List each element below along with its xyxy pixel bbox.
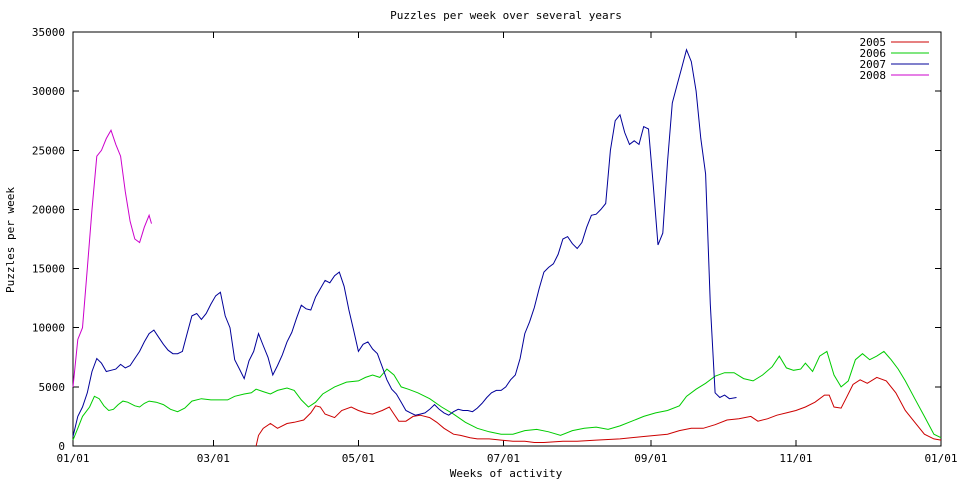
- y-tick-label: 5000: [39, 381, 66, 394]
- y-tick-label: 15000: [32, 263, 65, 276]
- series-lines: [72, 48, 942, 447]
- legend-label-2005: 2005: [860, 36, 887, 49]
- series-line-2008: [72, 128, 152, 387]
- plot-area-frame: [72, 31, 942, 447]
- y-tick-label: 30000: [32, 85, 65, 98]
- series-line-2005: [255, 376, 942, 447]
- x-tick-label: 03/01: [197, 452, 230, 465]
- y-axis-ticks: 0 5000 10000 15000 20000 25000 30000 35000: [32, 26, 941, 453]
- y-tick-label: 10000: [32, 322, 65, 335]
- x-tick-label: 05/01: [342, 452, 375, 465]
- x-tick-label: 01/01: [56, 452, 89, 465]
- x-tick-label: 07/01: [487, 452, 520, 465]
- chart-title: Puzzles per week over several years: [390, 9, 622, 22]
- y-axis-label: Puzzles per week: [4, 187, 17, 293]
- series-line-2007: [72, 48, 737, 437]
- y-tick-label: 35000: [32, 26, 65, 39]
- y-tick-label: 20000: [32, 203, 65, 216]
- legend-label-2007: 2007: [860, 58, 887, 71]
- series-line-2006: [72, 350, 942, 441]
- x-tick-label: 11/01: [779, 452, 812, 465]
- x-tick-label: 09/01: [634, 452, 667, 465]
- legend-label-2006: 2006: [860, 47, 887, 60]
- y-tick-label: 25000: [32, 144, 65, 157]
- x-axis-label: Weeks of activity: [450, 467, 563, 480]
- legend-label-2008: 2008: [860, 69, 887, 82]
- axes: [72, 31, 942, 447]
- y-tick-label: 0: [58, 440, 65, 453]
- x-axis-ticks: 01/01 03/01 05/01 07/01 09/01 11/01 01/01: [56, 32, 958, 465]
- x-tick-label: 01/01: [924, 452, 957, 465]
